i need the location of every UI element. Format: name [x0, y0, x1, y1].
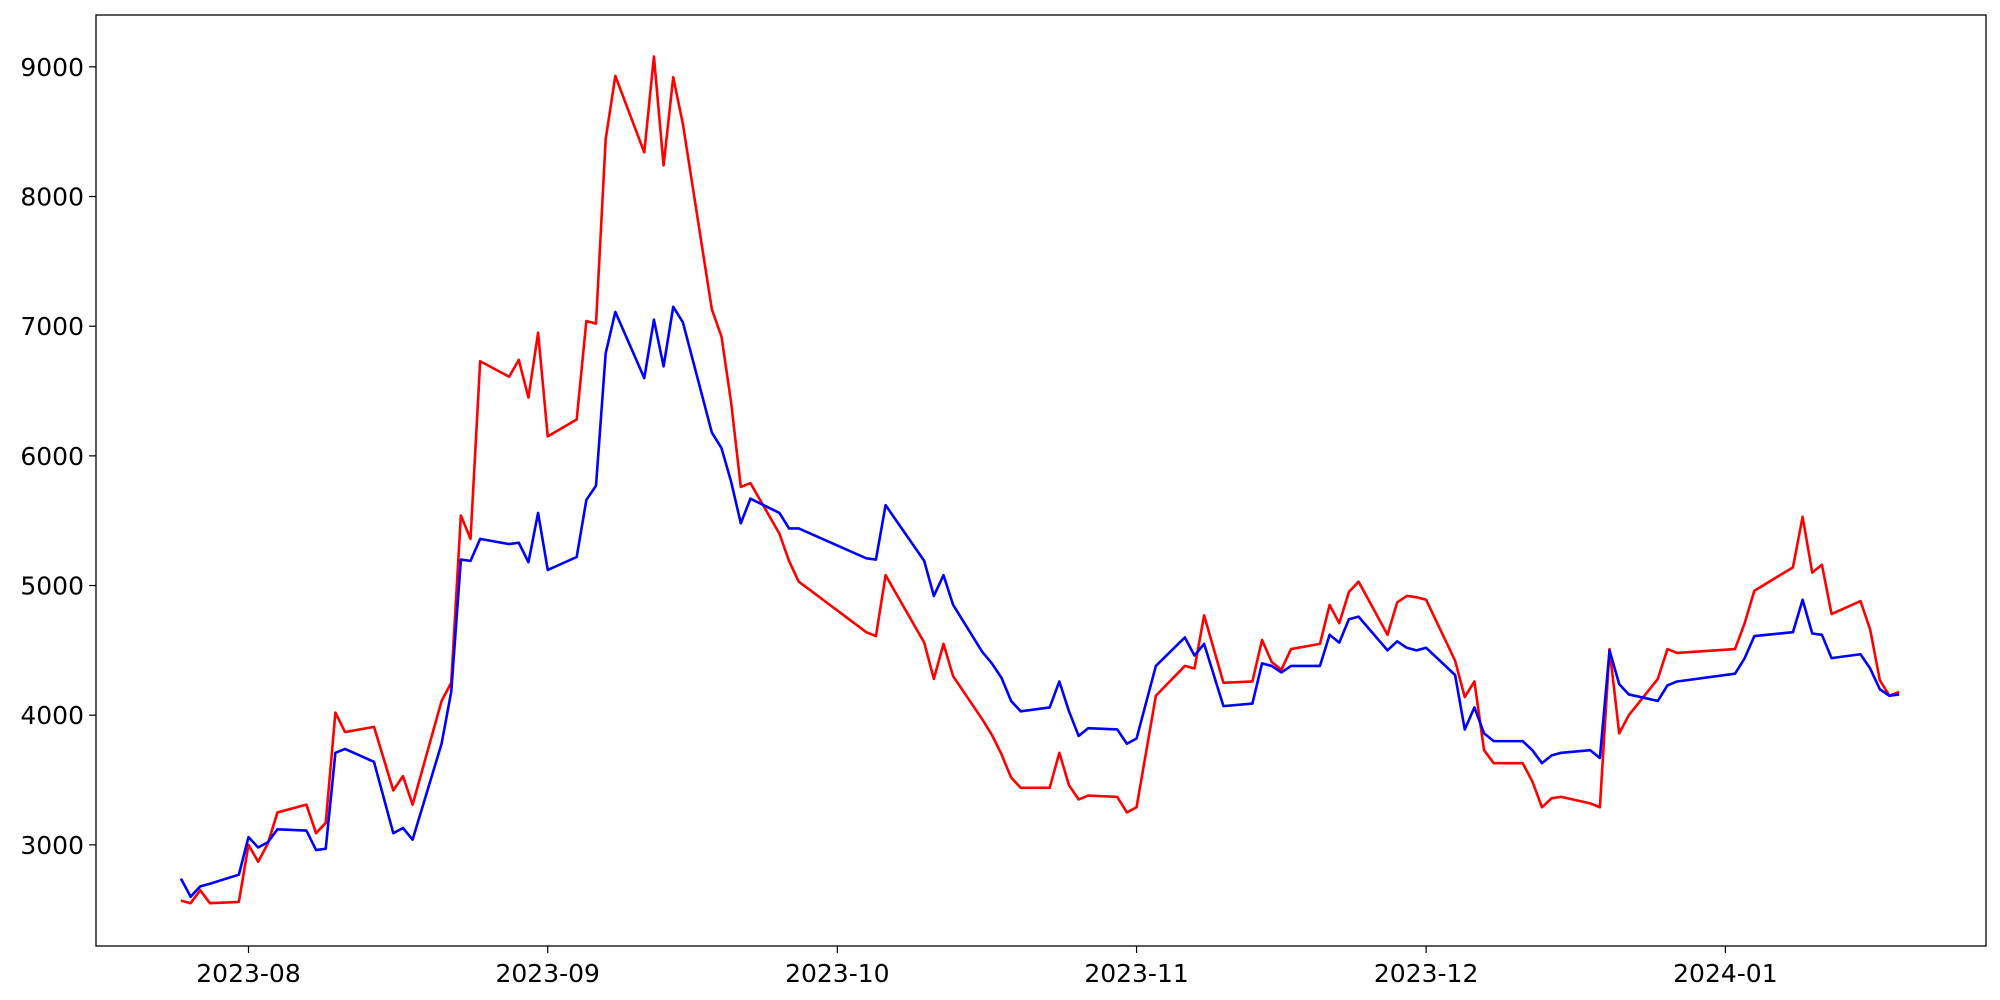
line-series: [180, 55, 1900, 905]
line-series: [179, 305, 1900, 899]
plot-frame: [95, 14, 1987, 947]
y-tick-label: 4000: [20, 701, 84, 730]
y-tick-label: 5000: [20, 572, 84, 601]
y-tick-label: 7000: [20, 312, 84, 341]
y-tick-label: 6000: [20, 442, 84, 471]
x-tick-label: 2023-12: [1374, 959, 1478, 988]
x-tick-label: 2023-08: [196, 959, 300, 988]
x-tick-label: 2023-09: [496, 959, 600, 988]
x-tick-label: 2023-10: [785, 959, 889, 988]
x-tick-label: 2024-01: [1673, 959, 1777, 988]
y-tick-label: 8000: [20, 183, 84, 212]
y-tick-label: 9000: [20, 53, 84, 82]
x-tick-label: 2023-11: [1084, 959, 1188, 988]
y-tick-label: 3000: [20, 831, 84, 860]
